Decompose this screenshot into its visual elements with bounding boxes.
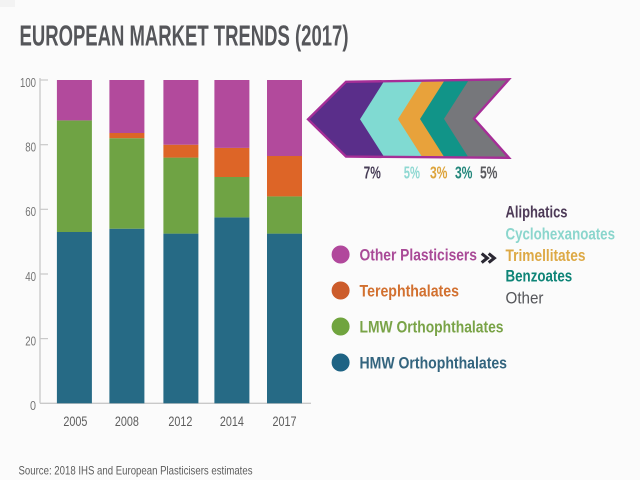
svg-text:80: 80 bbox=[25, 140, 36, 155]
svg-text:2012: 2012 bbox=[168, 413, 192, 429]
svg-text:5%: 5% bbox=[480, 163, 498, 183]
svg-text:3%: 3% bbox=[430, 163, 448, 183]
svg-text:2017: 2017 bbox=[273, 413, 297, 429]
svg-text:Benzoates: Benzoates bbox=[506, 268, 573, 286]
svg-text:2008: 2008 bbox=[115, 413, 139, 429]
svg-text:2014: 2014 bbox=[220, 413, 244, 429]
svg-text:2005: 2005 bbox=[63, 413, 87, 429]
svg-text:Trimellitates: Trimellitates bbox=[506, 247, 586, 265]
svg-text:HMW Orthophthalates: HMW Orthophthalates bbox=[360, 355, 508, 373]
svg-text:3%: 3% bbox=[455, 163, 473, 183]
svg-text:100: 100 bbox=[20, 75, 36, 90]
svg-text:7%: 7% bbox=[364, 163, 381, 183]
svg-text:Other Plasticisers: Other Plasticisers bbox=[360, 247, 478, 265]
svg-text:Aliphatics: Aliphatics bbox=[506, 204, 568, 222]
svg-text:Source: 2018 IHS and European: Source: 2018 IHS and European Plasticise… bbox=[19, 464, 253, 478]
svg-text:EUROPEAN MARKET TRENDS (2017): EUROPEAN MARKET TRENDS (2017) bbox=[20, 21, 349, 53]
svg-text:Cyclohexanoates: Cyclohexanoates bbox=[506, 226, 616, 244]
svg-text:0: 0 bbox=[30, 398, 36, 413]
svg-text:5%: 5% bbox=[404, 163, 420, 183]
svg-text:60: 60 bbox=[25, 204, 36, 219]
svg-text:Terephthalates: Terephthalates bbox=[360, 283, 460, 301]
svg-text:LMW Orthophthalates: LMW Orthophthalates bbox=[360, 319, 504, 337]
svg-text:Other: Other bbox=[506, 290, 544, 308]
svg-text:40: 40 bbox=[25, 269, 36, 284]
svg-text:20: 20 bbox=[25, 333, 36, 348]
